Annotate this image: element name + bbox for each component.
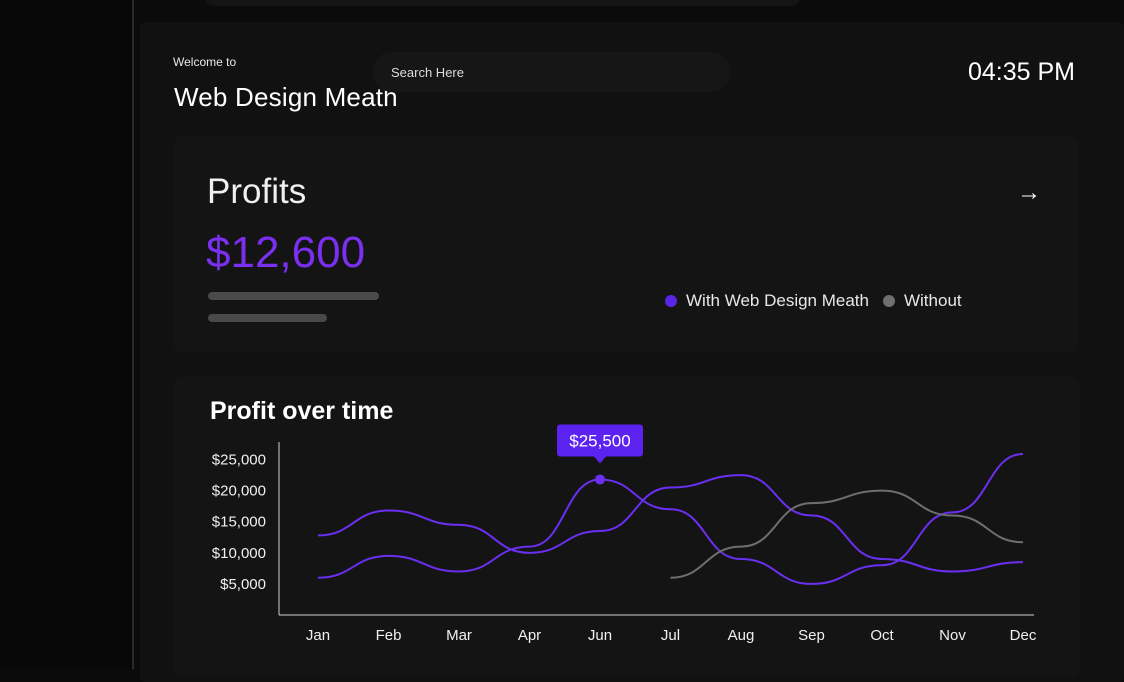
placeholder-bar — [208, 292, 379, 300]
x-tick-label: Dec — [1010, 627, 1037, 644]
legend-item-without: Without — [882, 291, 962, 311]
y-tick-label: $15,000 — [212, 514, 266, 531]
series-line — [317, 452, 1024, 585]
tooltip-label: $25,500 — [569, 431, 630, 450]
tooltip-pointer — [594, 456, 606, 464]
arrow-right-icon[interactable]: → — [1017, 179, 1041, 206]
profit-line-chart: $5,000 $10,000 $15,000 $20,000 $25,000 Jan Feb… — [212, 424, 1037, 644]
x-tick-label: Oct — [870, 627, 894, 644]
legend-label-with: With Web Design Meath — [686, 291, 869, 310]
profits-title: Profits — [207, 172, 307, 211]
sidebar — [0, 0, 134, 669]
x-tick-label: Apr — [518, 627, 541, 644]
y-tick-label: $25,000 — [212, 452, 266, 469]
series-line — [317, 474, 1024, 573]
y-tick-label: $20,000 — [212, 483, 266, 500]
x-tick-label: Aug — [728, 627, 755, 644]
y-tick-label: $10,000 — [212, 545, 266, 562]
profits-card: Profits $12,600 → With Web Design Meath … — [174, 136, 1078, 353]
chart-title: Profit over time — [210, 397, 394, 425]
clock: 04:35 PM — [967, 58, 1075, 86]
search-input[interactable]: Search Here — [372, 52, 730, 92]
x-tick-label: Sep — [798, 627, 825, 644]
x-tick-label: Jun — [588, 627, 612, 644]
welcome-text: Welcome to — [173, 55, 237, 69]
profits-value: $12,600 — [206, 228, 366, 277]
x-tick-label: Mar — [446, 627, 472, 644]
highlight-point — [595, 474, 605, 485]
series-line — [670, 489, 1024, 579]
x-tick-label: Nov — [939, 627, 966, 644]
placeholder-bar — [208, 314, 327, 322]
top-strip — [205, 0, 800, 6]
x-tick-label: Jan — [306, 627, 330, 644]
chart-legend: With Web Design Meath Without — [665, 291, 976, 311]
legend-item-with: With Web Design Meath — [665, 291, 869, 311]
legend-dot-with — [665, 295, 677, 307]
tooltip-box — [557, 424, 643, 457]
y-tick-label: $5,000 — [220, 576, 266, 593]
x-tick-label: Jul — [661, 627, 680, 644]
search-placeholder: Search Here — [391, 65, 464, 80]
x-tick-label: Feb — [376, 627, 402, 644]
legend-label-without: Without — [903, 291, 962, 310]
chart-card: Profit over time $5,000 $10,000 $15,000 $20… — [174, 377, 1080, 677]
brand-title: Web Design Meath — [174, 82, 398, 112]
legend-dot-without — [882, 295, 895, 307]
